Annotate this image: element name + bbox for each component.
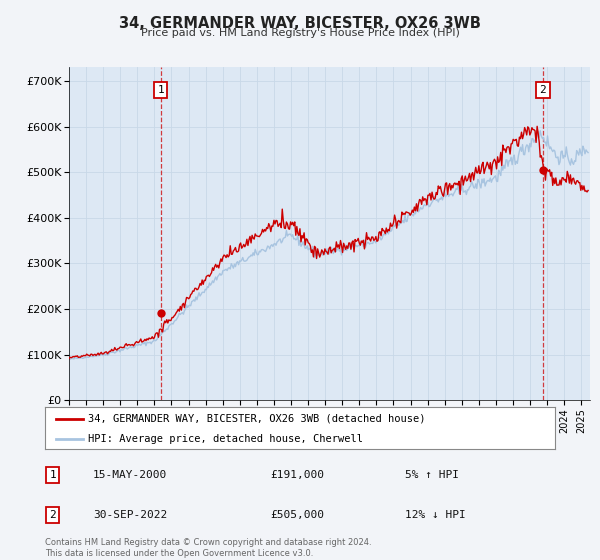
Text: 15-MAY-2000: 15-MAY-2000	[93, 470, 167, 480]
Text: 5% ↑ HPI: 5% ↑ HPI	[405, 470, 459, 480]
Text: 34, GERMANDER WAY, BICESTER, OX26 3WB: 34, GERMANDER WAY, BICESTER, OX26 3WB	[119, 16, 481, 31]
Text: Contains HM Land Registry data © Crown copyright and database right 2024.
This d: Contains HM Land Registry data © Crown c…	[45, 538, 371, 558]
Text: £505,000: £505,000	[270, 510, 324, 520]
Text: 12% ↓ HPI: 12% ↓ HPI	[405, 510, 466, 520]
Text: 30-SEP-2022: 30-SEP-2022	[93, 510, 167, 520]
Text: 1: 1	[157, 85, 164, 95]
Text: 34, GERMANDER WAY, BICESTER, OX26 3WB (detached house): 34, GERMANDER WAY, BICESTER, OX26 3WB (d…	[88, 414, 426, 424]
Text: 2: 2	[49, 510, 56, 520]
Text: £191,000: £191,000	[270, 470, 324, 480]
Text: Price paid vs. HM Land Registry's House Price Index (HPI): Price paid vs. HM Land Registry's House …	[140, 28, 460, 38]
Text: 2: 2	[539, 85, 546, 95]
Text: HPI: Average price, detached house, Cherwell: HPI: Average price, detached house, Cher…	[88, 433, 364, 444]
Text: 1: 1	[49, 470, 56, 480]
